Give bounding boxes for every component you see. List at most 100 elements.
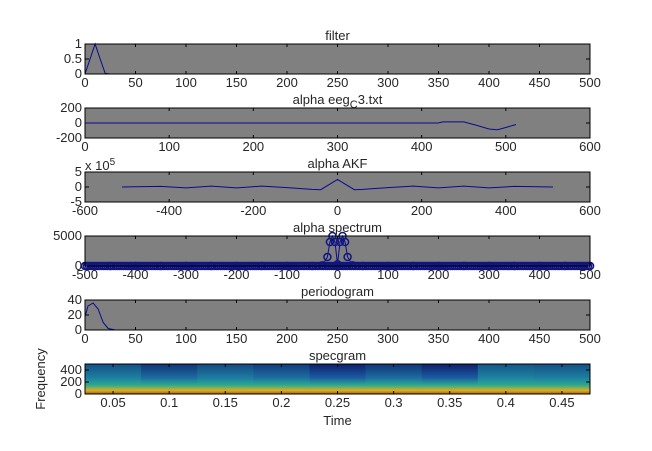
subplot-title: filter — [325, 28, 350, 43]
subplot-5: 0 50 100 150 200 250 300 350 400 450 50002040perio… — [68, 284, 601, 346]
x-tick-label: 600 — [579, 139, 601, 154]
series-line — [85, 121, 517, 131]
subplot-4: -500 -400 -300 -200 -100 0 100 200 300 400 5000500… — [53, 220, 601, 282]
x-tick-label: 0.2 — [272, 395, 290, 410]
subplot-title: alpha eegC3.txt — [293, 92, 383, 111]
data-marker — [343, 252, 352, 262]
y-tick-label: -5 — [70, 194, 82, 209]
x-tick-label: 150 — [226, 75, 248, 90]
x-axis-label: Time — [323, 413, 351, 428]
y-axis-label: Frequency — [33, 348, 48, 410]
x-tick-label: -300 — [173, 267, 199, 282]
data-marker — [340, 237, 350, 247]
x-tick-label: 0 — [334, 203, 341, 218]
x-tick-label: 400 — [495, 203, 517, 218]
x-tick-label: 500 — [579, 331, 601, 346]
subplot-title: specgram — [309, 348, 366, 363]
x-tick-label: 0.05 — [100, 395, 125, 410]
x-tick-label: 600 — [579, 203, 601, 218]
x-tick-label: 200 — [428, 267, 450, 282]
spectrogram-cell — [533, 364, 591, 394]
axes-box — [84, 235, 591, 267]
x-tick-label: 50 — [128, 75, 142, 90]
x-tick-label: 0.15 — [213, 395, 238, 410]
y-tick-label: 0 — [75, 322, 82, 337]
x-tick-label: 0.1 — [160, 395, 178, 410]
spectrogram-cell — [309, 364, 367, 394]
y-tick-label: 0 — [75, 258, 82, 273]
x-tick-label: 500 — [579, 267, 601, 282]
x-tick-label: 350 — [428, 331, 450, 346]
title-subscript: C — [350, 99, 358, 111]
x-tick-label: -100 — [274, 267, 300, 282]
y-tick-label: 200 — [60, 374, 82, 389]
subplot-title: periodogram — [301, 284, 374, 299]
x-tick-label: 200 — [276, 75, 298, 90]
x-tick-label: 0 — [81, 75, 88, 90]
x-tick-label: 450 — [529, 75, 551, 90]
x-tick-label: 300 — [327, 139, 349, 154]
x-tick-label: -200 — [223, 267, 249, 282]
x-tick-label: -400 — [122, 267, 148, 282]
x-tick-label: 0.45 — [549, 395, 574, 410]
y-tick-label: 0.5 — [64, 51, 82, 66]
subplot-1: 0 50 100 150 200 250 300 350 400 450 50000.51filte… — [64, 28, 601, 90]
x-tick-label: 50 — [128, 331, 142, 346]
x-tick-label: 250 — [327, 331, 349, 346]
spectrogram-cell — [477, 364, 535, 394]
y-exponent-label: x 105 — [85, 157, 116, 173]
x-tick-label: 250 — [327, 75, 349, 90]
subplot-title: alpha spectrum — [293, 220, 382, 235]
x-tick-label: -400 — [156, 203, 182, 218]
x-tick-label: 100 — [377, 267, 399, 282]
x-tick-label: 500 — [579, 75, 601, 90]
x-tick-label: 500 — [495, 139, 517, 154]
x-tick-label: 350 — [428, 75, 450, 90]
y-tick-label: 0 — [75, 179, 82, 194]
y-tick-label: 400 — [60, 362, 82, 377]
y-tick-label: 20 — [68, 307, 82, 322]
spectrogram-cell — [421, 364, 479, 394]
x-tick-label: 0 — [81, 139, 88, 154]
y-tick-label: 40 — [68, 292, 82, 307]
x-tick-label: 200 — [242, 139, 264, 154]
title-text: alpha spectrum — [293, 220, 382, 235]
title-text: periodogram — [301, 284, 374, 299]
x-tick-label: -600 — [72, 203, 98, 218]
title-text: filter — [325, 28, 350, 43]
y-tick-label: 0 — [75, 66, 82, 81]
x-tick-label: 0.3 — [385, 395, 403, 410]
data-marker — [333, 259, 342, 269]
x-tick-label: 0.25 — [325, 395, 350, 410]
axes-box — [84, 171, 591, 203]
x-tick-label: 400 — [411, 139, 433, 154]
x-tick-label: -200 — [240, 203, 266, 218]
subplot-title: alpha AKF — [308, 156, 368, 171]
x-tick-label: 300 — [478, 267, 500, 282]
x-tick-label: 300 — [377, 75, 399, 90]
series-line — [122, 178, 553, 191]
x-tick-label: 0.4 — [497, 395, 515, 410]
y-tick-label: 1 — [75, 36, 82, 51]
x-tick-label: 0 — [81, 331, 88, 346]
x-tick-label: 100 — [175, 331, 197, 346]
title-tail: 3.txt — [358, 92, 383, 107]
y-tick-label: 0 — [75, 386, 82, 401]
y-exponent: 5 — [110, 157, 116, 168]
y-tick-label: 5000 — [53, 228, 82, 243]
axes-background — [85, 172, 590, 202]
spectrogram-cell — [141, 364, 198, 394]
axes-background — [85, 300, 590, 330]
data-marker — [318, 261, 327, 270]
y-tick-label: 0 — [75, 115, 82, 130]
spectrogram-cell — [253, 364, 310, 394]
data-marker — [348, 261, 357, 270]
y-tick-label: -200 — [56, 130, 82, 145]
x-tick-label: -500 — [72, 267, 98, 282]
spectrogram-cell — [365, 364, 423, 394]
data-marker — [330, 237, 340, 247]
